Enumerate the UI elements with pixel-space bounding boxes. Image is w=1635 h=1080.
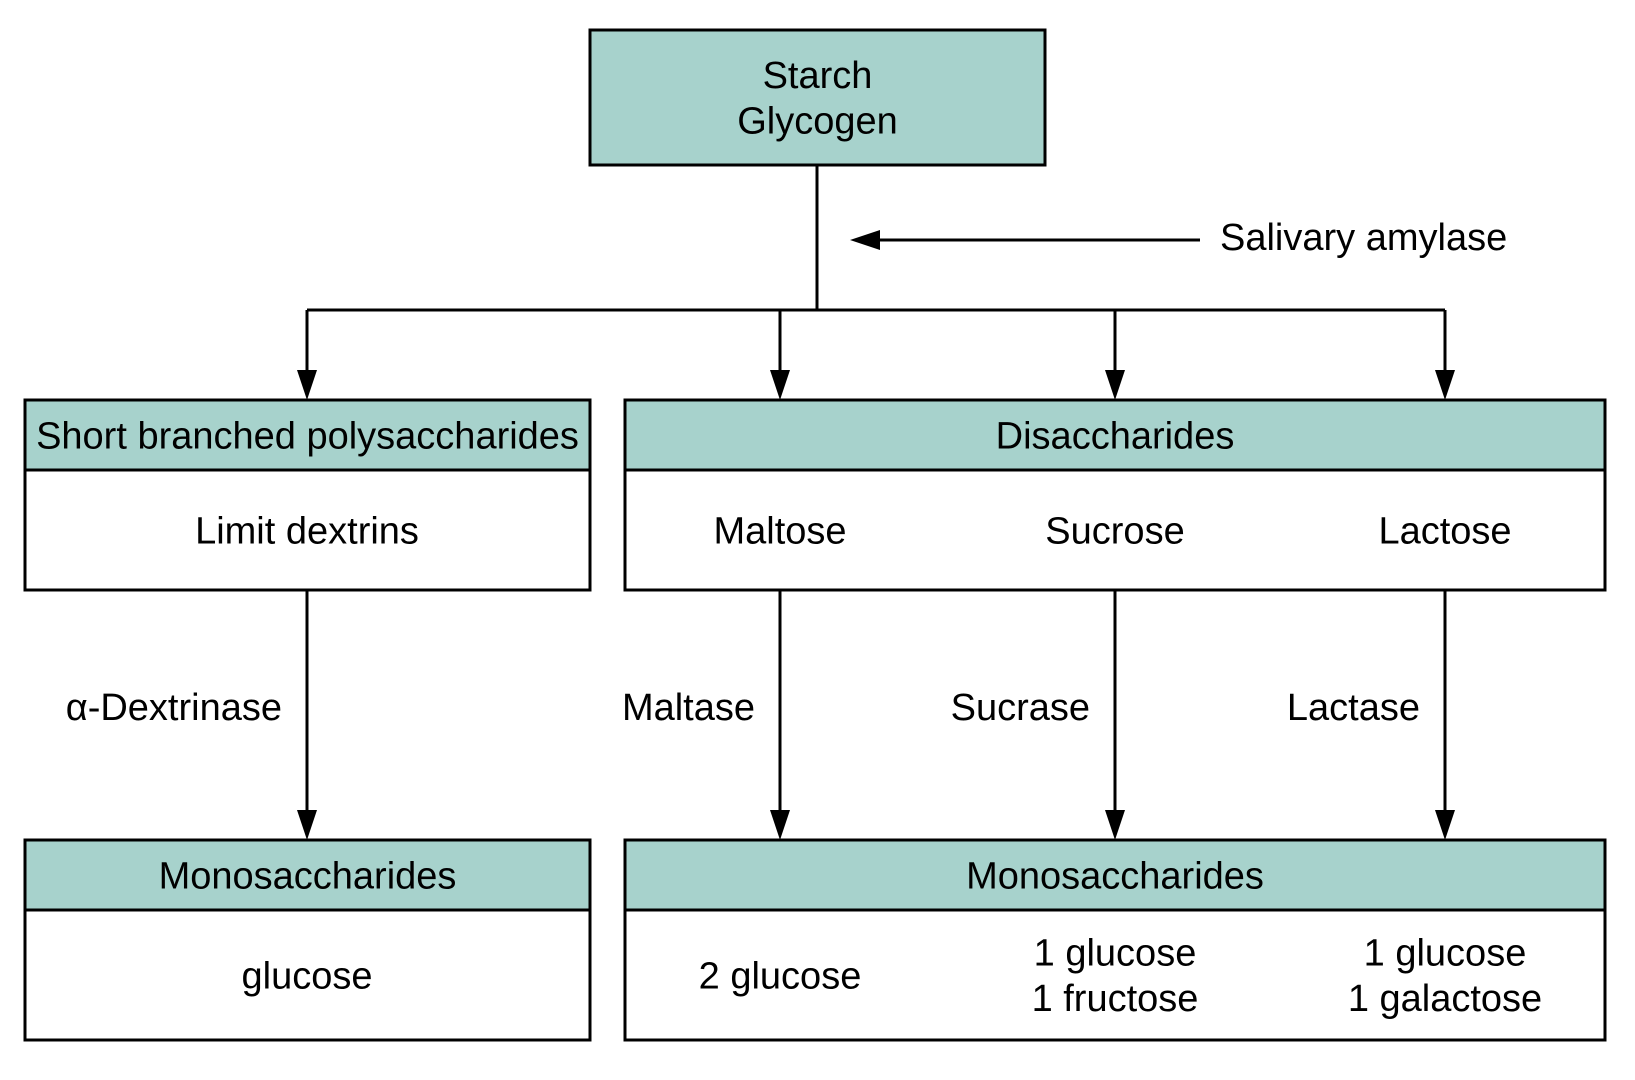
arrowhead-down xyxy=(770,810,790,840)
arrowhead-down xyxy=(770,370,790,400)
enzyme-label: Lactase xyxy=(1287,687,1420,729)
arrowhead-down xyxy=(297,810,317,840)
box-cell-text: 1 glucose xyxy=(1364,933,1527,975)
box-starch xyxy=(590,30,1045,165)
enzyme-label: Maltase xyxy=(622,687,755,729)
box-header-text: Glycogen xyxy=(737,101,898,143)
arrowhead-down xyxy=(1435,810,1455,840)
box-cell-text: 2 glucose xyxy=(699,955,862,997)
box-cell-text: Lactose xyxy=(1378,510,1511,552)
arrowhead-left xyxy=(850,230,880,250)
arrowhead-down xyxy=(297,370,317,400)
arrowhead-down xyxy=(1105,810,1125,840)
arrowhead-down xyxy=(1105,370,1125,400)
box-header-text: Starch xyxy=(763,55,873,97)
box-cell-text: Maltose xyxy=(713,510,846,552)
box-cell-text: 1 fructose xyxy=(1032,978,1199,1020)
box-cell-text: 1 galactose xyxy=(1348,978,1542,1020)
enzyme-label: Salivary amylase xyxy=(1220,217,1507,259)
arrowhead-down xyxy=(1435,370,1455,400)
box-cell-text: 1 glucose xyxy=(1034,933,1197,975)
box-cell-text: Limit dextrins xyxy=(195,510,419,552)
enzyme-label: Sucrase xyxy=(951,687,1090,729)
enzyme-label: α-Dextrinase xyxy=(66,687,282,729)
box-header xyxy=(590,30,1045,165)
box-header-text: Monosaccharides xyxy=(159,855,457,897)
box-cell-text: glucose xyxy=(242,955,373,997)
box-header-text: Short branched polysaccharides xyxy=(36,415,579,457)
box-header-text: Disaccharides xyxy=(996,415,1235,457)
box-cell-text: Sucrose xyxy=(1045,510,1184,552)
box-header-text: Monosaccharides xyxy=(966,855,1264,897)
